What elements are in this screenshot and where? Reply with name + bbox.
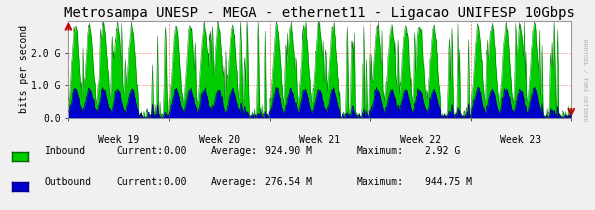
Text: 276.54 M: 276.54 M (265, 177, 312, 187)
Text: Average:: Average: (211, 177, 258, 187)
Text: 0.00: 0.00 (164, 146, 187, 156)
Text: 944.75 M: 944.75 M (425, 177, 472, 187)
Text: 0.00: 0.00 (164, 177, 187, 187)
Text: Maximum:: Maximum: (357, 146, 404, 156)
Y-axis label: bits per second: bits per second (18, 25, 29, 113)
Text: RRDTOOL / TOBI OETIKER: RRDTOOL / TOBI OETIKER (583, 39, 588, 121)
Text: Average:: Average: (211, 146, 258, 156)
Text: Outbound: Outbound (45, 177, 92, 187)
Text: Current:: Current: (116, 146, 163, 156)
Text: Current:: Current: (116, 177, 163, 187)
Text: Maximum:: Maximum: (357, 177, 404, 187)
Text: Week 22: Week 22 (400, 135, 441, 145)
Text: 2.92 G: 2.92 G (425, 146, 461, 156)
Title: Metrosampa UNESP - MEGA - ethernet11 - Ligacao UNIFESP 10Gbps: Metrosampa UNESP - MEGA - ethernet11 - L… (64, 6, 575, 20)
Text: Week 23: Week 23 (500, 135, 541, 145)
Text: 924.90 M: 924.90 M (265, 146, 312, 156)
Text: Week 20: Week 20 (199, 135, 240, 145)
Text: Week 19: Week 19 (98, 135, 139, 145)
Text: Week 21: Week 21 (299, 135, 340, 145)
Text: Inbound: Inbound (45, 146, 86, 156)
